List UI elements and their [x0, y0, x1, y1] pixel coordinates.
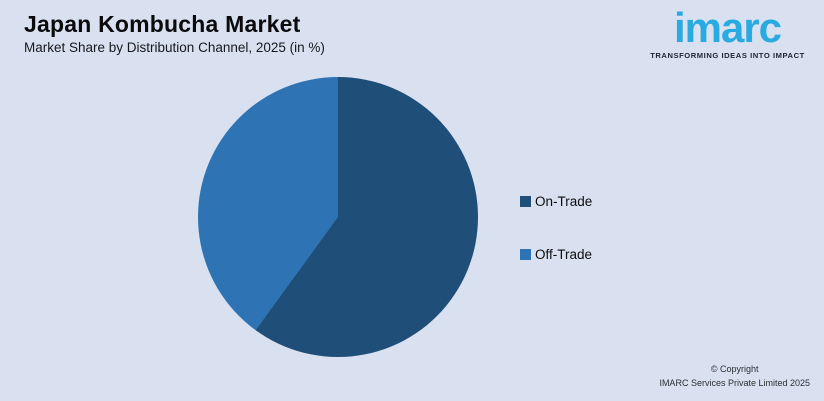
page-subtitle: Market Share by Distribution Channel, 20… [24, 40, 325, 55]
legend-swatch-on-trade [520, 195, 531, 207]
legend-label-off-trade: Off-Trade [535, 246, 593, 262]
legend-swatch-off-trade [520, 248, 531, 260]
imarc-logo: imarc TRANSFORMING IDEAS INTO IMPACT [645, 4, 810, 61]
page-title: Japan Kombucha Market [24, 11, 301, 37]
legend-item-on-trade: On-Trade [520, 190, 592, 212]
copyright-line1: © Copyright [710, 364, 759, 374]
chart-legend: On-Trade Off-Trade [520, 190, 592, 296]
imarc-logo-tagline: TRANSFORMING IDEAS INTO IMPACT [650, 51, 805, 60]
imarc-logo-wordmark: imarc [673, 4, 782, 51]
copyright-notice: © Copyright IMARC Services Private Limit… [659, 362, 810, 390]
copyright-line2: IMARC Services Private Limited 2025 [659, 378, 810, 388]
legend-label-on-trade: On-Trade [535, 193, 593, 209]
legend-item-off-trade: Off-Trade [520, 243, 592, 265]
pie-chart [198, 77, 478, 357]
